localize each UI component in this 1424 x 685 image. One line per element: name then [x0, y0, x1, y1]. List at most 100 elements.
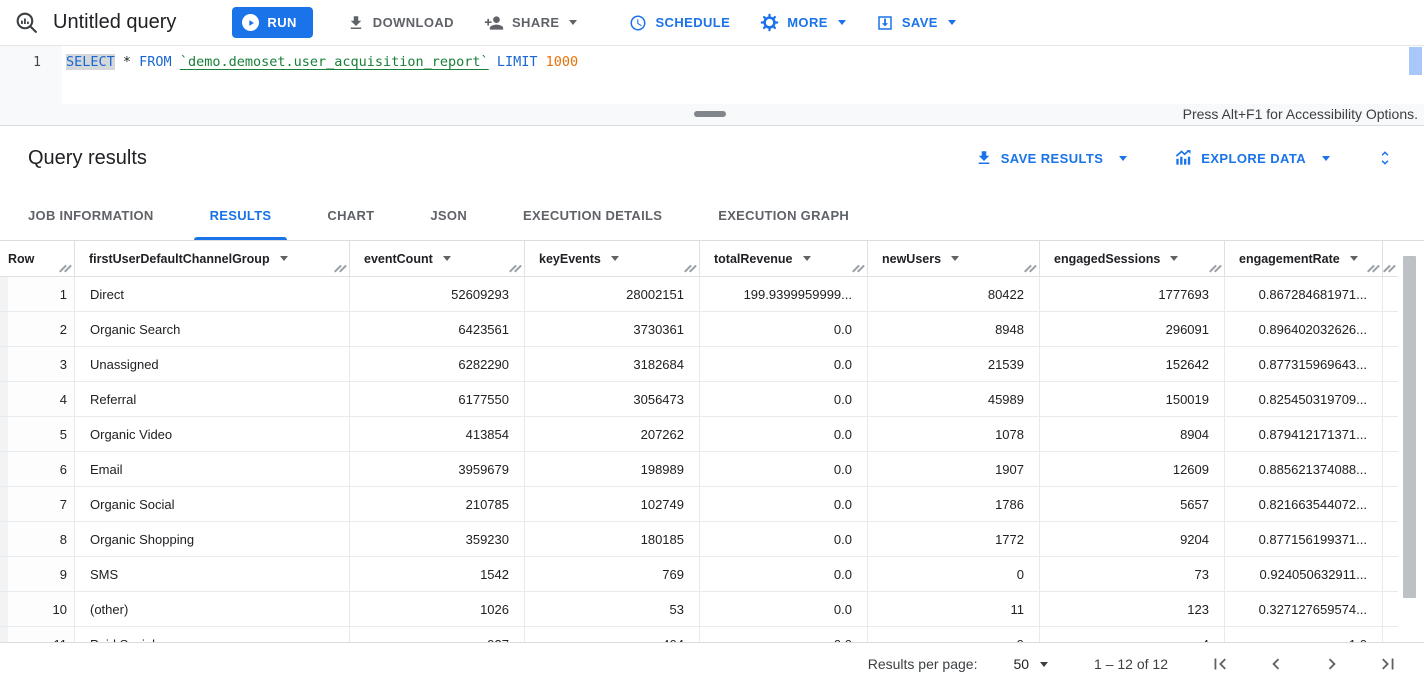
column-resize-handle[interactable]: [852, 263, 865, 274]
query-results-title: Query results: [28, 146, 147, 169]
more-button[interactable]: MORE: [760, 13, 846, 32]
table-row: 3 Unassigned 6282290 3182684 0.0 21539 1…: [0, 347, 1398, 382]
newusers-cell: 1078: [868, 417, 1040, 451]
totalrevenue-cell: 0.0: [700, 312, 868, 346]
column-resize-handle[interactable]: [1367, 263, 1380, 274]
query-tab-title[interactable]: Untitled query: [53, 11, 177, 33]
column-resize-handle[interactable]: [1383, 263, 1396, 274]
explore-data-button[interactable]: EXPLORE DATA: [1173, 148, 1330, 168]
tab-job-information[interactable]: JOB INFORMATION: [28, 207, 154, 223]
expand-panel-icon[interactable]: [1376, 149, 1394, 167]
page-size-dropdown[interactable]: 50: [1013, 656, 1049, 672]
tab-chart[interactable]: CHART: [327, 207, 375, 223]
newusers-cell: 1907: [868, 452, 1040, 486]
column-header-row[interactable]: Row: [0, 241, 75, 276]
tab-execution-details[interactable]: EXECUTION DETAILS: [523, 207, 663, 223]
more-button-label: MORE: [787, 15, 828, 30]
column-header-channel[interactable]: firstUserDefaultChannelGroup: [75, 241, 350, 276]
editor-scrollbar-thumb[interactable]: [1409, 47, 1422, 75]
totalrevenue-cell: 0.0: [700, 522, 868, 556]
column-menu-caret-icon[interactable]: [610, 256, 619, 261]
editor-line-number: 1: [0, 46, 62, 104]
column-header-engagementrate[interactable]: engagementRate: [1225, 241, 1383, 276]
tab-json[interactable]: JSON: [430, 207, 468, 223]
column-menu-caret-icon[interactable]: [951, 256, 960, 261]
save-button[interactable]: SAVE: [876, 14, 956, 32]
keyevents-cell: 53: [525, 592, 700, 626]
save-dropdown-caret-icon: [947, 20, 956, 25]
sql-token-star: *: [114, 54, 140, 70]
engagementrate-cell: 0.821663544072...: [1225, 487, 1383, 521]
channel-cell: Email: [75, 452, 350, 486]
column-header-engagedsessions[interactable]: engagedSessions: [1040, 241, 1225, 276]
save-results-label: SAVE RESULTS: [1000, 150, 1104, 166]
column-resize-handle[interactable]: [509, 263, 522, 274]
column-header-eventcount[interactable]: eventCount: [350, 241, 525, 276]
table-scrollbar-thumb[interactable]: [1403, 256, 1416, 598]
first-page-button[interactable]: [1208, 652, 1232, 676]
column-resize-handle[interactable]: [59, 263, 72, 274]
row-number-cell: 5: [0, 417, 75, 451]
gear-icon: [760, 13, 779, 32]
query-toolbar: Untitled query RUN DOWNLOAD SHARE SCHEDU…: [0, 0, 1424, 46]
next-page-button[interactable]: [1320, 652, 1344, 676]
column-menu-caret-icon[interactable]: [1349, 256, 1358, 261]
row-number-cell: 1: [0, 277, 75, 311]
sql-code-line[interactable]: SELECT * FROM `demo.demoset.user_acquisi…: [62, 46, 578, 104]
accessibility-hint-text: Press Alt+F1 for Accessibility Options.: [1182, 106, 1418, 122]
newusers-cell: 0: [868, 557, 1040, 591]
schedule-button[interactable]: SCHEDULE: [629, 14, 730, 32]
table-header-row: Row firstUserDefaultChannelGroup eventCo…: [0, 241, 1398, 277]
column-header-newusers[interactable]: newUsers: [868, 241, 1040, 276]
tab-results[interactable]: RESULTS: [182, 190, 300, 240]
pagination-range-label: 1 – 12 of 12: [1094, 656, 1168, 672]
page-size-value: 50: [1013, 656, 1030, 672]
column-resize-handle[interactable]: [684, 263, 697, 274]
column-header-filler: [1383, 241, 1398, 276]
column-menu-caret-icon[interactable]: [1170, 256, 1179, 261]
engagedsessions-cell: 150019: [1040, 382, 1225, 416]
newusers-cell: 8948: [868, 312, 1040, 346]
eventcount-cell: 413854: [350, 417, 525, 451]
row-number-cell: 10: [0, 592, 75, 626]
engagedsessions-cell: 4: [1040, 627, 1225, 642]
download-button[interactable]: DOWNLOAD: [347, 14, 454, 32]
newusers-cell: 45989: [868, 382, 1040, 416]
save-results-button[interactable]: SAVE RESULTS: [975, 149, 1128, 167]
tab-execution-graph[interactable]: EXECUTION GRAPH: [718, 207, 850, 223]
column-resize-handle[interactable]: [1024, 263, 1037, 274]
totalrevenue-cell: 0.0: [700, 487, 868, 521]
keyevents-cell: 769: [525, 557, 700, 591]
engagementrate-cell: 0.877315969643...: [1225, 347, 1383, 381]
column-resize-handle[interactable]: [334, 263, 347, 274]
column-resize-handle[interactable]: [1209, 263, 1222, 274]
accessibility-hint-bar: Press Alt+F1 for Accessibility Options.: [0, 104, 1424, 126]
channel-cell: Organic Shopping: [75, 522, 350, 556]
eventcount-cell: 1026: [350, 592, 525, 626]
run-button[interactable]: RUN: [232, 7, 313, 38]
last-page-button[interactable]: [1376, 652, 1400, 676]
save-button-label: SAVE: [901, 15, 938, 30]
explore-data-caret-icon: [1322, 155, 1330, 161]
column-header-keyevents[interactable]: keyEvents: [525, 241, 700, 276]
totalrevenue-cell: 0.0: [700, 382, 868, 416]
previous-page-button[interactable]: [1264, 652, 1288, 676]
column-menu-caret-icon[interactable]: [279, 256, 288, 261]
totalrevenue-cell: 0.0: [700, 452, 868, 486]
eventcount-cell: 1542: [350, 557, 525, 591]
save-results-caret-icon: [1119, 155, 1128, 161]
engagedsessions-cell: 73: [1040, 557, 1225, 591]
row-number-cell: 4: [0, 382, 75, 416]
sql-editor[interactable]: 1 SELECT * FROM `demo.demoset.user_acqui…: [0, 46, 1424, 104]
save-icon: [876, 14, 894, 32]
share-button[interactable]: SHARE: [484, 13, 578, 33]
sql-token-table-ref[interactable]: `demo.demoset.user_acquisition_report`: [179, 54, 489, 70]
sql-token-select: SELECT: [66, 54, 115, 70]
clock-icon: [629, 14, 647, 32]
column-header-totalrevenue[interactable]: totalRevenue: [700, 241, 868, 276]
splitter-drag-handle[interactable]: [694, 111, 726, 117]
channel-cell: SMS: [75, 557, 350, 591]
table-row: 7 Organic Social 210785 102749 0.0 1786 …: [0, 487, 1398, 522]
column-menu-caret-icon[interactable]: [802, 256, 811, 261]
column-menu-caret-icon[interactable]: [442, 256, 451, 261]
